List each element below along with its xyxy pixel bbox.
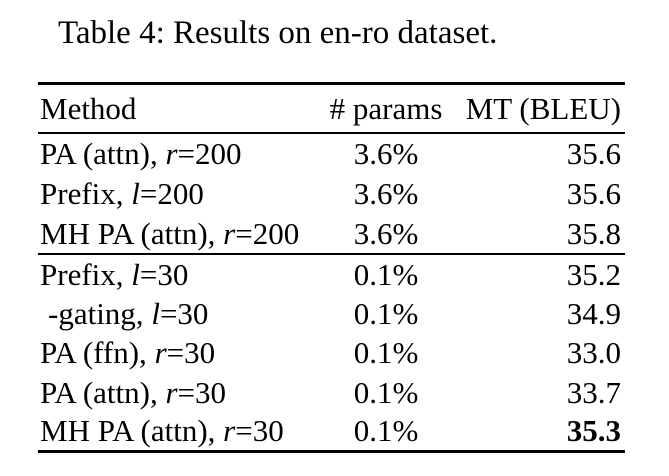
- params-cell: 3.6%: [353, 135, 419, 171]
- method-text: =30: [166, 335, 216, 371]
- math-variable: l: [131, 175, 140, 211]
- col-header-method: Method: [38, 83, 318, 134]
- method-text: Prefix,: [40, 175, 132, 211]
- method-text: Prefix,: [40, 256, 132, 292]
- method-text: MH PA (attn),: [40, 215, 224, 251]
- bleu-cell: 35.6: [566, 135, 621, 171]
- method-cell: MH PA (attn), r=200: [38, 214, 318, 255]
- method-text: =30: [177, 374, 227, 410]
- table-row: PA (attn), r=30 0.1% 33.7: [38, 372, 625, 411]
- bleu-cell: 35.8: [566, 215, 621, 251]
- bleu-cell: 34.9: [566, 295, 621, 331]
- math-variable: r: [223, 215, 236, 251]
- params-cell: 3.6%: [353, 215, 419, 251]
- method-text: =200: [139, 175, 204, 211]
- header-row: Method # params MT (BLEU): [38, 83, 625, 134]
- results-table: Method # params MT (BLEU) PA (attn), r=2…: [38, 82, 625, 453]
- col-header-bleu: MT (BLEU): [454, 83, 625, 134]
- col-header-params: # params: [318, 83, 454, 134]
- math-variable: r: [154, 335, 167, 371]
- table-row: MH PA (attn), r=30 0.1% 35.3: [38, 412, 625, 451]
- table-row: Prefix, l=30 0.1% 35.2: [38, 253, 625, 294]
- table-group-low-params: Prefix, l=30 0.1% 35.2 -gating, l=30 0.1% 34.…: [38, 253, 625, 451]
- bleu-cell: 33.0: [566, 335, 621, 371]
- method-cell: MH PA (attn), r=30: [38, 412, 318, 451]
- math-variable: l: [131, 256, 140, 292]
- bleu-cell: 33.7: [566, 374, 621, 410]
- table-row: PA (ffn), r=30 0.1% 33.0: [38, 333, 625, 372]
- table-group-high-params: PA (attn), r=200 3.6% 35.6 Prefix, l=200 3.6…: [38, 133, 625, 255]
- math-variable: l: [151, 295, 160, 331]
- method-cell: Prefix, l=30: [38, 253, 318, 294]
- table-row: Prefix, l=200 3.6% 35.6: [38, 173, 625, 214]
- bleu-cell: 35.3: [566, 413, 621, 449]
- params-cell: 0.1%: [353, 295, 419, 331]
- table-row: PA (attn), r=200 3.6% 35.6: [38, 133, 625, 174]
- method-text: PA (attn),: [40, 135, 166, 171]
- method-text: -gating,: [48, 295, 152, 331]
- method-text: =30: [235, 413, 284, 449]
- method-cell: -gating, l=30: [38, 294, 318, 333]
- math-variable: r: [165, 135, 178, 171]
- method-cell: PA (attn), r=30: [38, 372, 318, 411]
- table-row: -gating, l=30 0.1% 34.9: [38, 294, 625, 333]
- bleu-cell: 35.2: [454, 253, 625, 294]
- params-cell: 0.1%: [353, 413, 419, 449]
- method-cell: Prefix, l=200: [38, 173, 318, 214]
- bleu-cell: 35.6: [566, 175, 621, 211]
- math-variable: r: [165, 374, 178, 410]
- method-text: PA (attn),: [40, 374, 166, 410]
- method-text: MH PA (attn),: [40, 413, 224, 449]
- params-cell: 0.1%: [353, 335, 419, 371]
- table-row: MH PA (attn), r=200 3.6% 35.8: [38, 214, 625, 255]
- method-text: =200: [235, 215, 300, 251]
- table-caption: Table 4: Results on en-ro dataset.: [58, 15, 498, 51]
- method-cell: PA (attn), r=200: [38, 133, 318, 174]
- params-cell: 0.1%: [318, 253, 454, 294]
- method-text: =30: [139, 256, 189, 292]
- method-cell: PA (ffn), r=30: [38, 333, 318, 372]
- method-text: =200: [177, 135, 242, 171]
- method-text: PA (ffn),: [40, 335, 155, 371]
- params-cell: 3.6%: [353, 175, 419, 211]
- math-variable: r: [223, 413, 236, 449]
- params-cell: 0.1%: [353, 374, 419, 410]
- method-text: =30: [159, 295, 209, 331]
